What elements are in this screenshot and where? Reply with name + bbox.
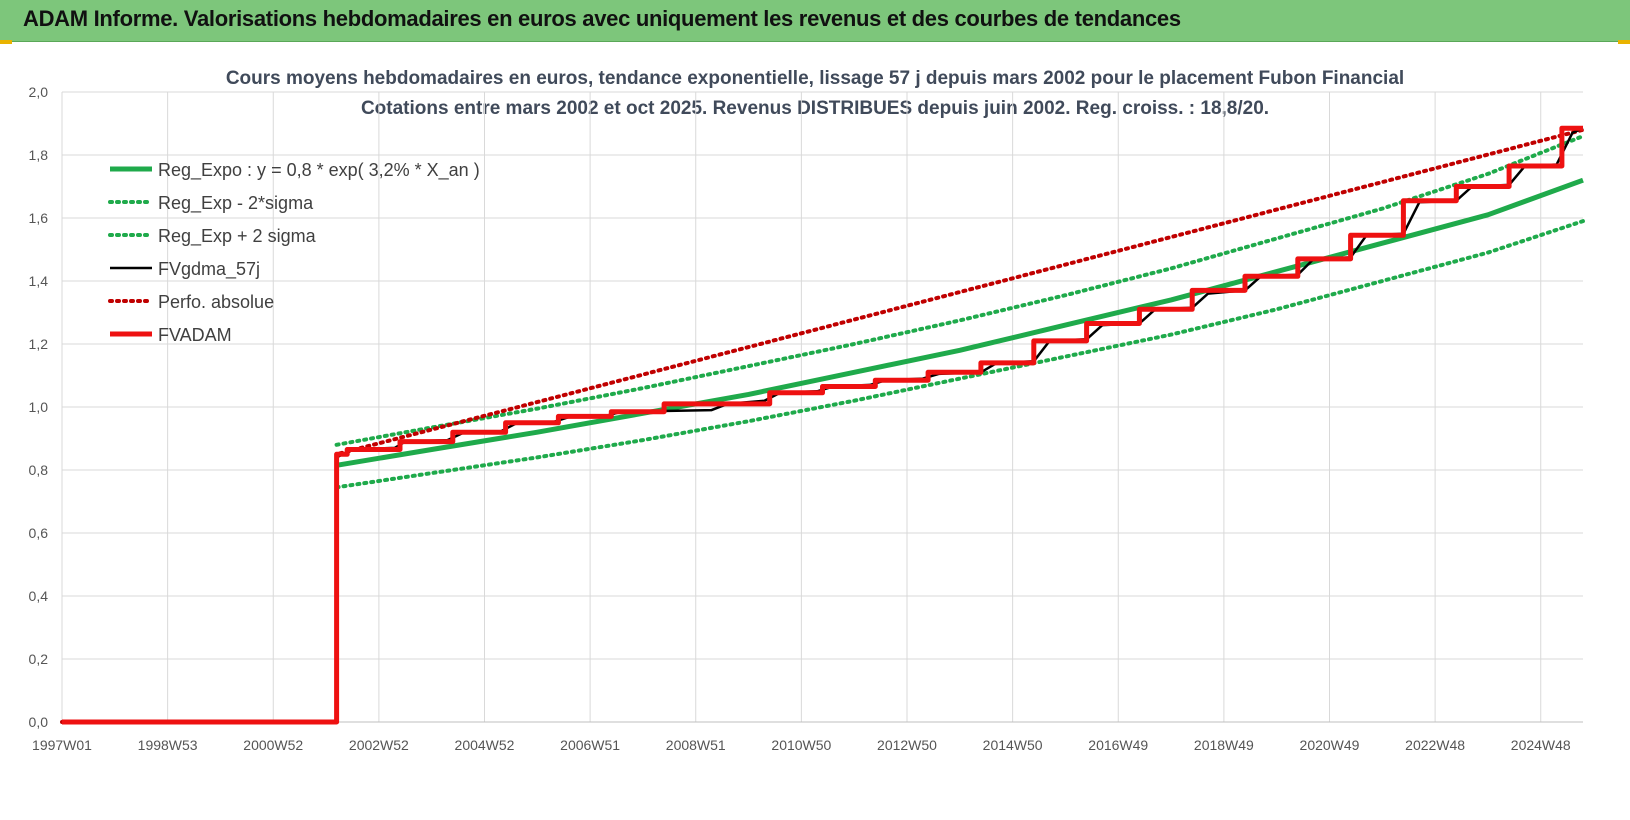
x-tick-label: 2020W49 (1300, 737, 1360, 753)
y-tick-label: 0,8 (29, 462, 49, 478)
legend: Reg_Expo : y = 0,8 * exp( 3,2% * X_an ) R… (108, 160, 480, 345)
legend-label: FVgdma_57j (158, 259, 260, 280)
series-line-2 (334, 134, 1585, 447)
y-tick-label: 0,4 (29, 588, 49, 604)
x-tick-label: 2022W48 (1405, 737, 1465, 753)
y-tick-label: 2,0 (29, 84, 49, 100)
legend-label: Perfo. absolue (158, 292, 274, 312)
x-axis: 1997W01 1998W53 2000W52 2002W52 2004W52 2006W… (32, 737, 1571, 753)
y-tick-label: 0,0 (29, 714, 49, 730)
y-tick-label: 1,2 (29, 336, 49, 352)
chart-area: Cours moyens hebdomadaires en euros, ten… (0, 42, 1630, 815)
x-tick-label: 1997W01 (32, 737, 92, 753)
legend-label: Reg_Exp + 2 sigma (158, 226, 317, 247)
x-tick-label: 2018W49 (1194, 737, 1254, 753)
y-tick-label: 1,0 (29, 399, 49, 415)
x-tick-label: 2006W51 (560, 737, 620, 753)
series-line-4 (60, 127, 1585, 724)
x-tick-label: 2004W52 (455, 737, 515, 753)
corner-accent-right (1618, 40, 1630, 44)
corner-accent-left (0, 40, 12, 44)
legend-label: FVADAM (158, 325, 232, 345)
y-axis: 0,0 0,2 0,4 0,6 0,8 1,0 1,2 1,4 1,6 1,8 2,0 (29, 84, 49, 730)
x-tick-label: 2024W48 (1511, 737, 1571, 753)
grid-lines (61, 91, 1583, 723)
title-banner: ADAM Informe. Valorisations hebdomadaire… (0, 0, 1630, 42)
y-tick-label: 0,6 (29, 525, 49, 541)
plot-series (60, 125, 1585, 725)
x-tick-label: 2008W51 (666, 737, 726, 753)
x-tick-label: 2010W50 (771, 737, 831, 753)
x-tick-label: 1998W53 (138, 737, 198, 753)
x-tick-label: 2014W50 (983, 737, 1043, 753)
chart-subtitle: Cotations entre mars 2002 et oct 2025. R… (361, 98, 1269, 119)
x-tick-label: 2016W49 (1088, 737, 1148, 753)
report-title: ADAM Informe. Valorisations hebdomadaire… (23, 6, 1181, 31)
y-tick-label: 1,8 (29, 147, 49, 163)
series-line-0 (336, 177, 1584, 468)
x-tick-label: 2000W52 (243, 737, 303, 753)
x-tick-label: 2012W50 (877, 737, 937, 753)
legend-label: Reg_Expo : y = 0,8 * exp( 3,2% * X_an ) (158, 160, 480, 181)
x-tick-label: 2002W52 (349, 737, 409, 753)
y-tick-label: 1,4 (29, 273, 49, 289)
chart-title: Cours moyens hebdomadaires en euros, ten… (226, 68, 1404, 89)
y-tick-label: 1,6 (29, 210, 49, 226)
trend-chart: Cours moyens hebdomadaires en euros, ten… (29, 68, 1585, 753)
series-line-1 (334, 219, 1585, 490)
legend-label: Reg_Exp - 2*sigma (158, 193, 314, 214)
series-line-5 (62, 125, 1583, 725)
y-tick-label: 0,2 (29, 651, 49, 667)
